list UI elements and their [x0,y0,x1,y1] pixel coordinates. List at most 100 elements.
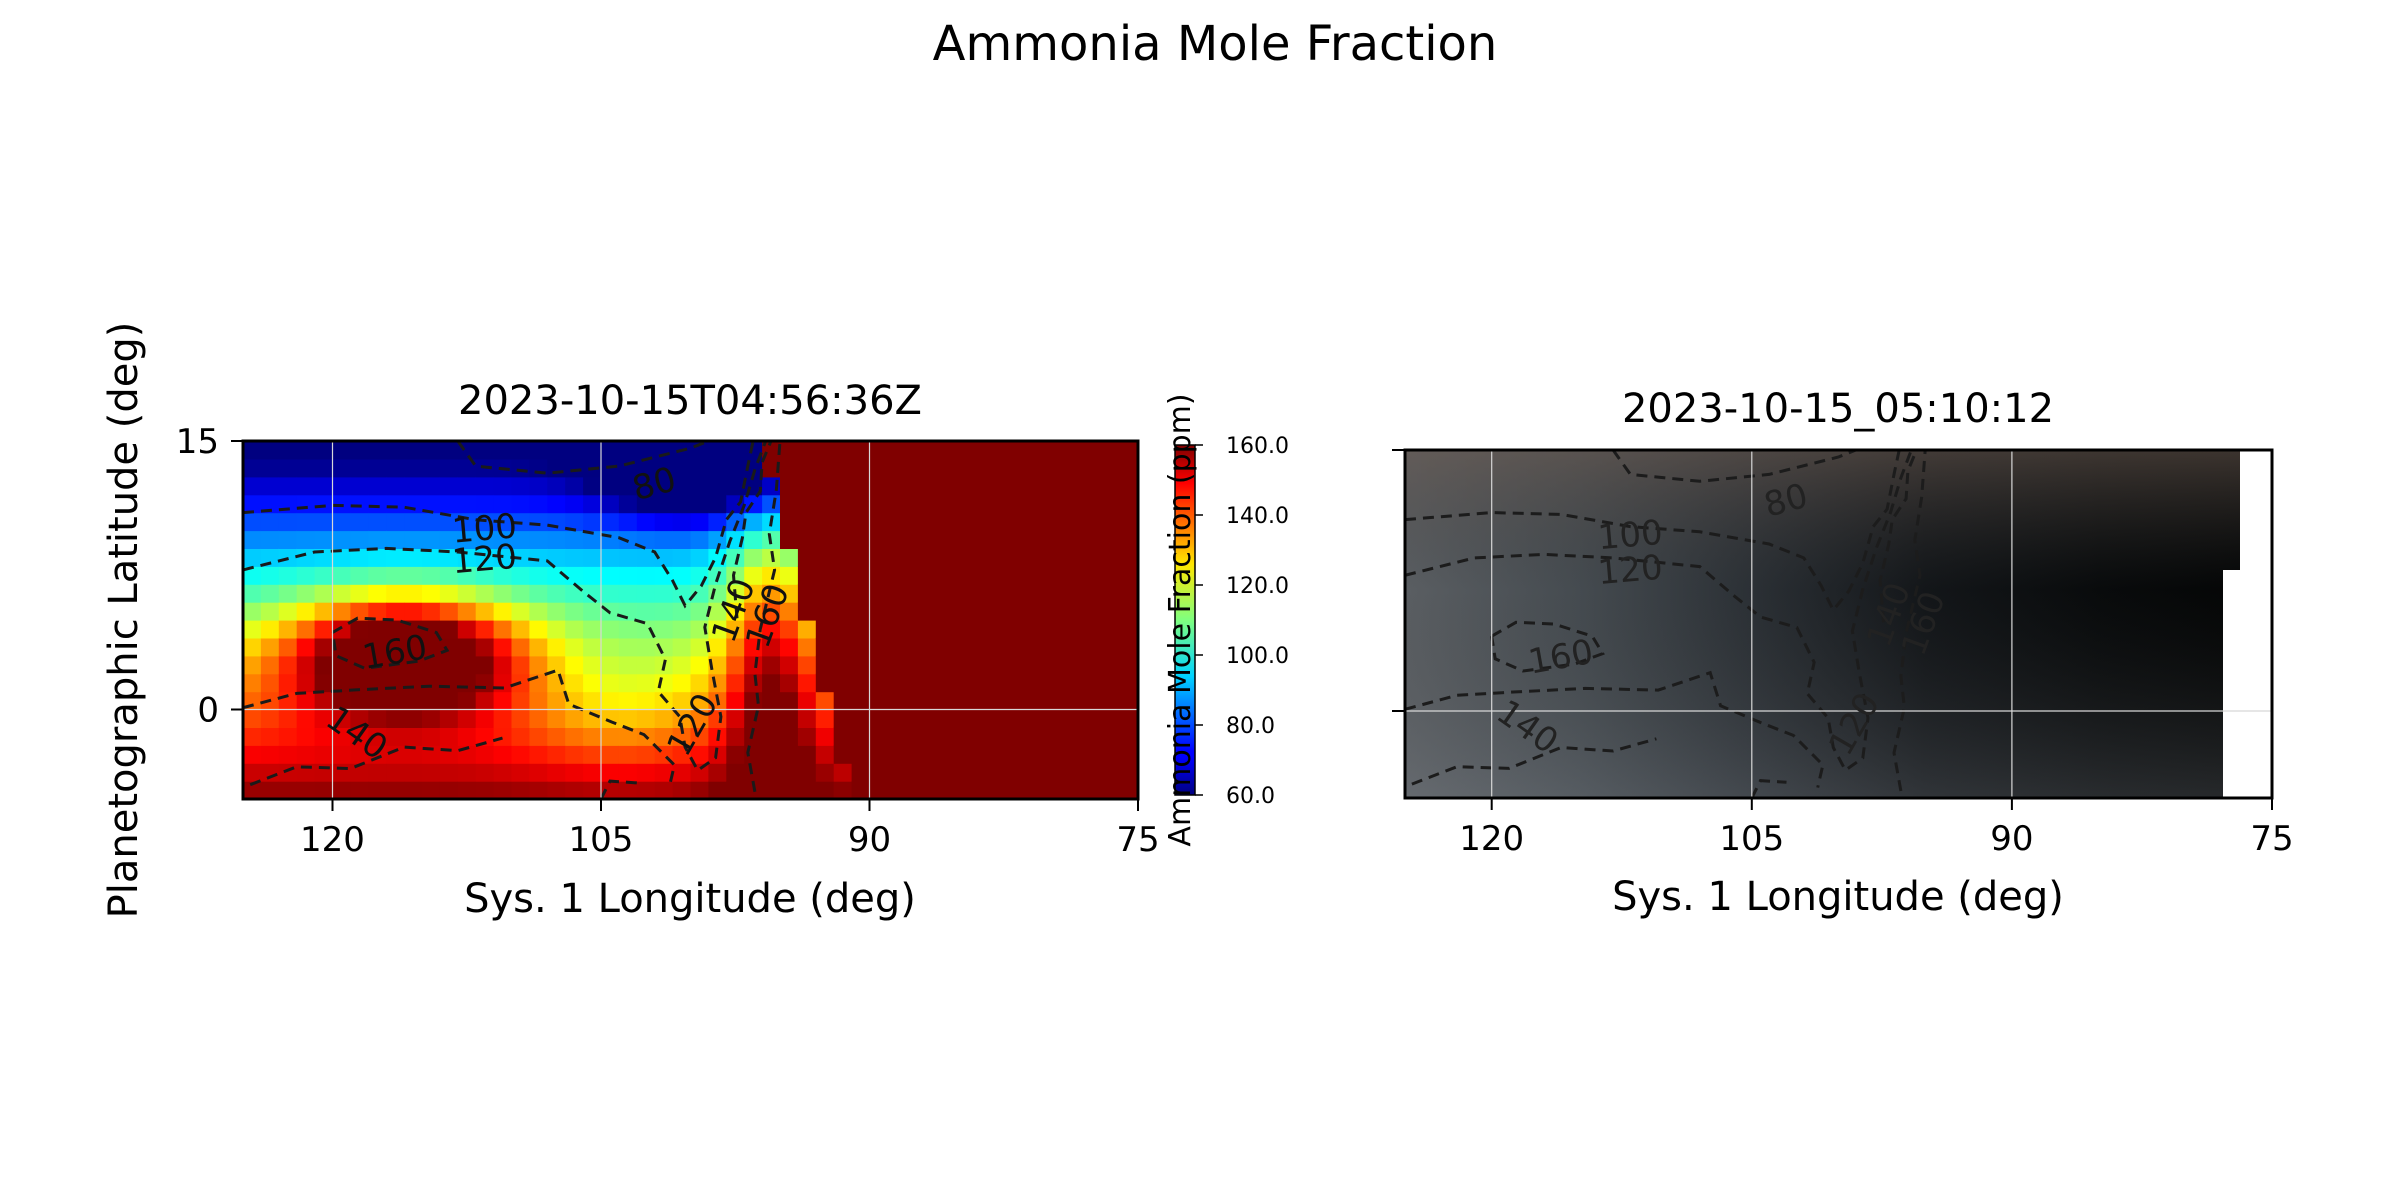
x-tick-label: 90 [1990,819,2033,859]
heatmap-cell [565,441,584,460]
heatmap-cell [332,566,351,585]
heatmap-cell [618,512,638,532]
heatmap-cell [260,727,280,746]
heatmap-cell [994,566,1014,585]
heatmap-cell [780,584,799,603]
heatmap-cell [923,655,942,675]
heatmap-cell [278,763,298,782]
heatmap-cell [278,620,298,639]
heatmap-cell [905,727,924,746]
heatmap-cell [797,584,817,603]
colorbar-tick-label: 80.0 [1226,714,1275,739]
heatmap-cell [243,655,262,675]
heatmap-cell [1012,763,1032,782]
heatmap-cell [386,745,405,764]
heatmap-cell [887,781,906,799]
heatmap-cell [994,530,1014,549]
heatmap-cell [493,620,513,639]
heatmap-cell [744,655,763,675]
heatmap-cell [1120,476,1138,496]
heatmap-cell [726,781,745,799]
heatmap-cell [797,458,817,478]
heatmap-cell [583,494,602,514]
heatmap-cell [905,458,924,478]
heatmap-cell [404,763,423,782]
heatmap-cell [887,602,906,621]
left-heatmap [243,441,1138,799]
heatmap-cell [565,512,584,532]
heatmap-cell [547,530,566,549]
heatmap-cell [762,584,781,603]
heatmap-cell [368,441,387,460]
heatmap-cell [833,512,853,532]
heatmap-cell [690,512,709,532]
heatmap-cell [296,745,316,764]
heatmap-cell [959,673,978,693]
heatmap-cell [905,512,924,532]
heatmap-cell [851,620,871,639]
heatmap-cell [905,566,924,585]
heatmap-cell [976,637,996,657]
left-x-axis-label: Sys. 1 Longitude (deg) [464,876,916,922]
heatmap-cell [1012,691,1032,711]
heatmap-cell [547,691,566,711]
heatmap-cell [744,727,763,746]
heatmap-cell [636,512,656,532]
heatmap-cell [780,763,799,782]
heatmap-cell [1030,494,1050,514]
heatmap-cell [332,458,351,478]
heatmap-cell [618,673,638,693]
heatmap-cell [296,458,316,478]
heatmap-cell [404,727,423,746]
heatmap-cell [869,530,888,549]
heatmap-cell [690,709,709,728]
heatmap-cell [350,566,369,585]
heatmap-cell [457,763,477,782]
heatmap-cell [636,691,656,711]
heatmap-cell [529,476,548,496]
heatmap-cell [493,530,513,549]
heatmap-cell [654,548,674,567]
heatmap-cell [851,476,871,496]
heatmap-cell [887,494,906,514]
heatmap-cell [583,745,602,764]
heatmap-cell [869,566,888,585]
heatmap-cell [1048,637,1067,657]
heatmap-cell [547,441,566,460]
heatmap-cell [422,781,441,799]
heatmap-cell [780,602,799,621]
heatmap-cell [690,476,709,496]
heatmap-cell [618,745,638,764]
heatmap-cell [690,763,709,782]
heatmap-cell [493,709,513,728]
heatmap-cell [1048,584,1067,603]
heatmap-cell [923,637,942,657]
heatmap-cell [511,781,530,799]
heatmap-cell [314,530,334,549]
heatmap-cell [601,727,620,746]
heatmap-cell [887,441,906,460]
heatmap-cell [547,602,566,621]
heatmap-cell [923,763,942,782]
heatmap-cell [994,691,1014,711]
heatmap-cell [959,458,978,478]
heatmap-cell [511,530,530,549]
heatmap-cell [529,745,548,764]
heatmap-cell [869,512,888,532]
heatmap-cell [833,763,853,782]
heatmap-cell [923,727,942,746]
heatmap-cell [404,458,423,478]
heatmap-cell [511,458,530,478]
heatmap-cell [636,441,656,460]
heatmap-cell [1102,602,1121,621]
heatmap-cell [726,763,745,782]
heatmap-cell [833,673,853,693]
heatmap-cell [457,655,477,675]
heatmap-cell [654,494,674,514]
heatmap-cell [1102,441,1121,460]
heatmap-cell [511,620,530,639]
heatmap-cell [601,709,620,728]
heatmap-cell [243,763,262,782]
heatmap-cell [744,584,763,603]
heatmap-cell [278,476,298,496]
